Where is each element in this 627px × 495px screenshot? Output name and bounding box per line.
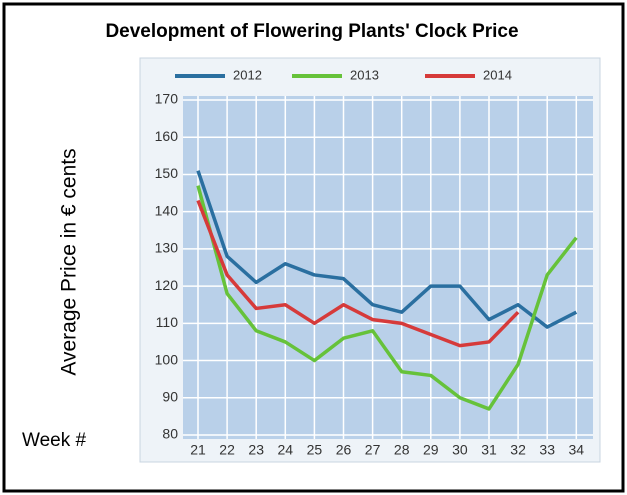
x-axis-label: Week # — [22, 430, 87, 451]
x-tick-label: 22 — [219, 442, 235, 458]
y-tick-label: 150 — [155, 165, 179, 181]
x-tick-label: 21 — [190, 442, 206, 458]
chart-title: Development of Flowering Plants' Clock P… — [105, 21, 518, 42]
series-line — [196, 185, 578, 411]
series-line — [196, 170, 578, 329]
y-tick-label: 130 — [155, 240, 179, 256]
series-line — [196, 199, 520, 348]
x-tick-label: 27 — [365, 442, 381, 458]
y-tick-label: 110 — [156, 314, 179, 330]
x-tick-label: 23 — [248, 442, 264, 458]
x-tick-label: 30 — [452, 442, 468, 458]
y-tick-label: 120 — [155, 277, 179, 293]
legend-label: 2013 — [350, 67, 379, 82]
x-tick-label: 26 — [336, 442, 352, 458]
x-tick-label: 33 — [539, 442, 555, 458]
x-tick-label: 29 — [423, 442, 439, 458]
legend-label: 2012 — [233, 67, 262, 82]
y-tick-label: 100 — [155, 351, 179, 367]
x-tick-label: 34 — [569, 442, 585, 458]
x-tick-label: 28 — [394, 442, 410, 458]
y-tick-label: 80 — [162, 426, 178, 442]
y-tick-label: 170 — [155, 91, 179, 107]
plot-area — [183, 96, 593, 439]
y-tick-label: 160 — [155, 128, 179, 144]
y-tick-label: 90 — [162, 388, 178, 404]
y-axis-label: Average Price in € cents — [58, 148, 81, 375]
x-tick-label: 31 — [481, 442, 497, 458]
legend-label: 2014 — [483, 67, 512, 82]
x-tick-label: 25 — [307, 442, 323, 458]
x-tick-label: 24 — [278, 442, 294, 458]
x-tick-label: 32 — [510, 442, 526, 458]
y-tick-label: 140 — [155, 202, 179, 218]
